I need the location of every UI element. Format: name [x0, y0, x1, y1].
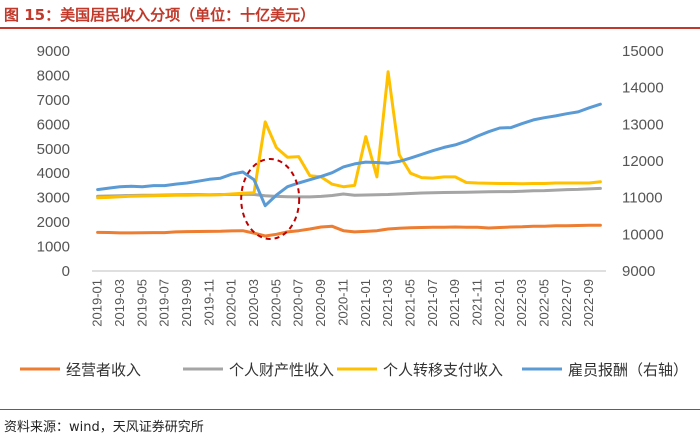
right-axis: 9000 10000 11000 12000 13000 14000 15000: [622, 43, 664, 280]
x-tick-label: 2019-05: [134, 279, 149, 327]
x-tick-label: 2021-07: [425, 279, 440, 327]
x-tick-label: 2021-05: [402, 279, 417, 327]
left-tick-label: 2000: [37, 214, 70, 231]
x-tick-label: 2022-07: [559, 279, 574, 327]
right-tick-label: 15000: [622, 43, 664, 60]
source-note: 资料来源：wind，天风证券研究所: [4, 420, 204, 435]
x-tick-label: 2022-09: [581, 279, 596, 327]
annotations: [240, 158, 301, 240]
left-tick-label: 7000: [37, 92, 70, 109]
legend-label-3: 雇员报酬（右轴）: [568, 361, 688, 379]
right-tick-label: 14000: [622, 80, 664, 97]
x-tick-label: 2021-03: [380, 279, 395, 327]
series-lines: [96, 70, 602, 238]
left-tick-label: 8000: [37, 67, 70, 84]
x-tick-label: 2021-11: [470, 279, 485, 326]
x-tick-label: 2020-09: [313, 279, 328, 327]
left-tick-label: 5000: [37, 141, 70, 158]
x-tick-label: 2020-03: [246, 279, 261, 327]
legend-label-0: 经营者收入: [66, 361, 141, 379]
left-tick-label: 3000: [37, 190, 70, 207]
legend-label-2: 个人转移支付收入: [383, 361, 503, 379]
x-tick-label: 2022-03: [514, 279, 529, 327]
highlight-ellipse: [240, 158, 301, 240]
x-tick-label: 2022-05: [537, 279, 552, 327]
page-title: 图 15：美国居民收入分项（单位：十亿美元）: [4, 6, 316, 24]
title-rule: [0, 27, 700, 29]
source-rule: [0, 409, 700, 410]
right-tick-label: 12000: [622, 153, 664, 170]
right-tick-label: 11000: [622, 190, 663, 207]
left-tick-label: 4000: [37, 165, 70, 182]
left-tick-label: 9000: [37, 43, 70, 60]
series-line-2: [96, 70, 602, 200]
left-axis: 0 1000 2000 3000 4000 5000 6000 7000 8000 9000: [37, 43, 70, 280]
left-tick-label: 6000: [37, 116, 70, 133]
x-tick-label: 2021-09: [447, 279, 462, 327]
x-tick-label: 2019-09: [179, 279, 194, 327]
x-tick-label: 2019-01: [90, 279, 105, 327]
x-tick-label: 2020-11: [335, 279, 350, 326]
series-line-3: [96, 102, 602, 208]
x-tick-label: 2021-01: [358, 279, 373, 327]
x-axis-ticks: 2019-01 2019-03 2019-05 2019-07 2019-09 2019-…: [90, 279, 597, 327]
x-tick-label: 2020-07: [291, 279, 306, 327]
right-tick-label: 10000: [622, 226, 664, 243]
x-tick-label: 2019-07: [157, 279, 172, 327]
right-tick-label: 9000: [622, 263, 655, 280]
left-tick-label: 1000: [37, 239, 70, 256]
x-tick-label: 2022-01: [492, 279, 507, 327]
x-tick-label: 2019-11: [201, 279, 216, 326]
x-tick-label: 2020-01: [224, 279, 239, 327]
right-tick-label: 13000: [622, 116, 664, 133]
series-line-0: [96, 223, 602, 238]
left-tick-label: 0: [62, 263, 70, 280]
legend-label-1: 个人财产性收入: [229, 361, 334, 379]
legend: 经营者收入 个人财产性收入 个人转移支付收入 雇员报酬（右轴）: [20, 361, 688, 379]
x-tick-label: 2019-03: [112, 279, 127, 327]
x-tick-label: 2020-05: [268, 279, 283, 327]
